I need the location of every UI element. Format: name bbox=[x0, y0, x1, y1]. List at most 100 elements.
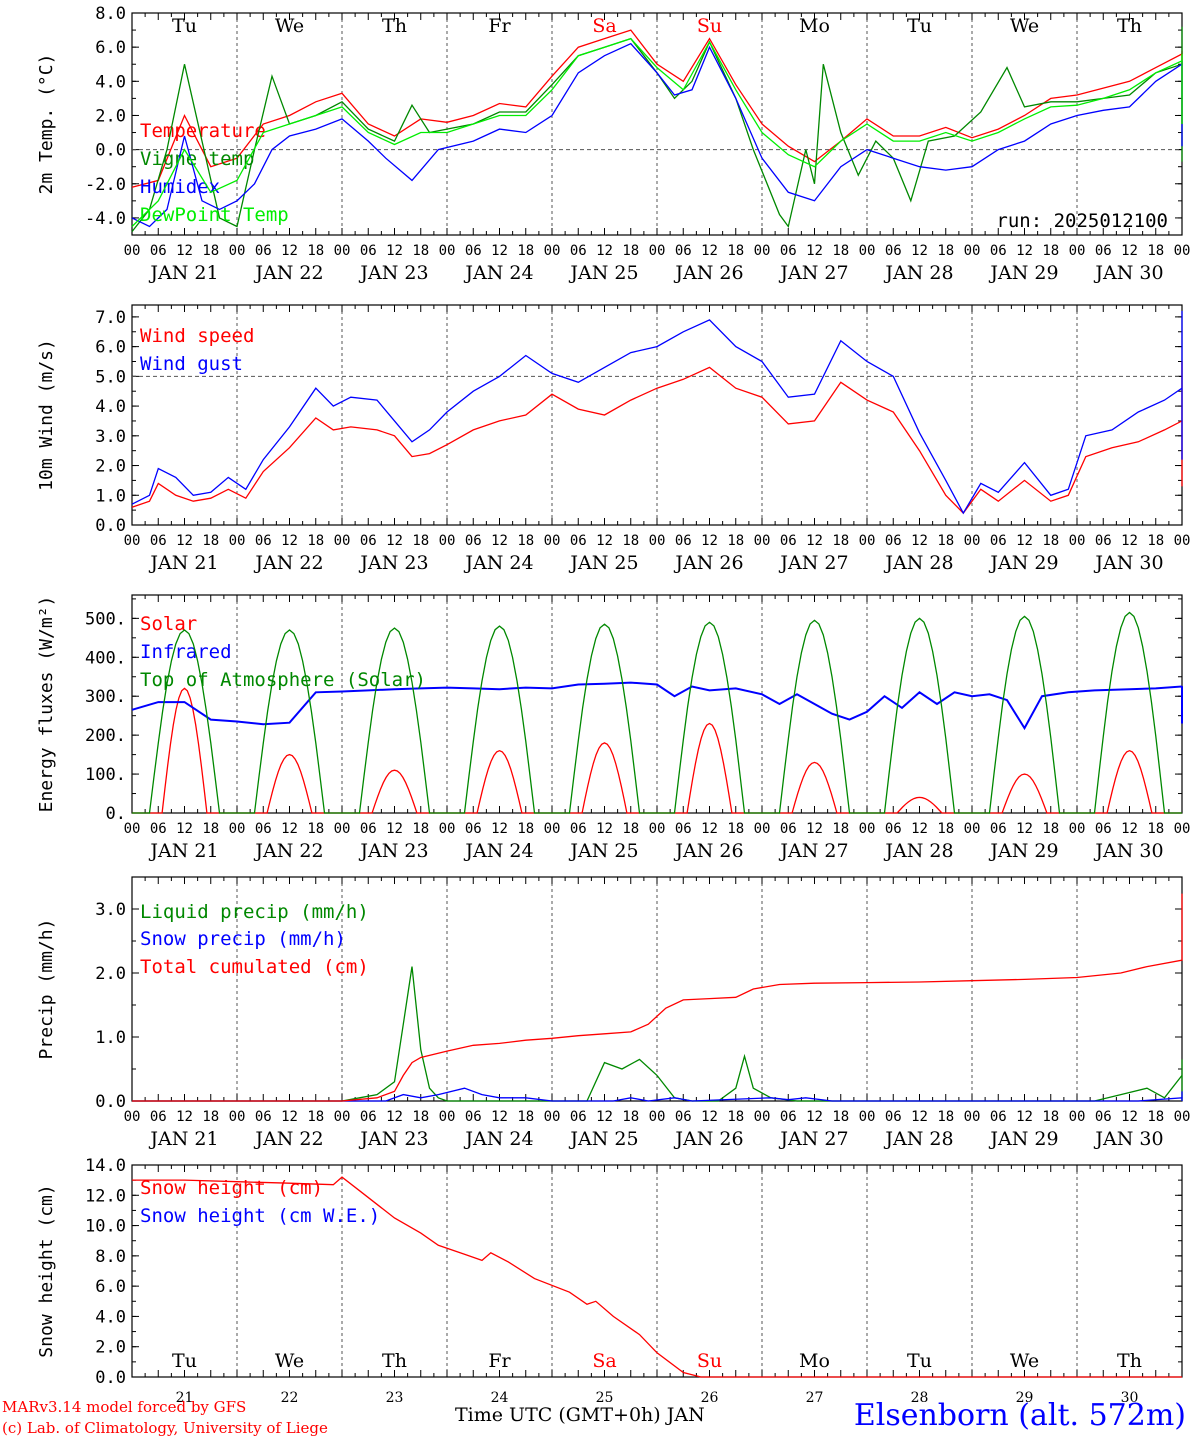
hour-tick-label: 18 bbox=[727, 1109, 744, 1125]
x-axis-title: Time UTC (GMT+0h) JAN bbox=[455, 1404, 705, 1426]
hour-tick-label: 18 bbox=[307, 821, 324, 837]
hour-tick-label: 06 bbox=[885, 1109, 902, 1125]
run-annotation: run: 2025012100 bbox=[996, 210, 1168, 232]
legend-entry: DewPoint Temp bbox=[140, 204, 289, 226]
hour-tick-label: 12 bbox=[911, 243, 928, 259]
hour-tick-label: 00 bbox=[649, 533, 666, 549]
hour-tick-label: 06 bbox=[255, 821, 272, 837]
date-label: JAN 24 bbox=[463, 552, 533, 574]
legend-entry: Humidex bbox=[140, 176, 220, 198]
hour-tick-label: 18 bbox=[517, 533, 534, 549]
weekday-label: Fr bbox=[488, 15, 511, 37]
weekday-label: Mo bbox=[799, 15, 830, 37]
hour-tick-label: 12 bbox=[491, 243, 508, 259]
hour-tick-label: 12 bbox=[596, 243, 613, 259]
day-number: 25 bbox=[596, 1390, 614, 1406]
legend-entry: Wind gust bbox=[140, 353, 243, 375]
date-label: JAN 30 bbox=[1093, 1128, 1163, 1150]
hour-tick-label: 00 bbox=[1174, 243, 1191, 259]
date-label: JAN 28 bbox=[883, 840, 953, 862]
date-label: JAN 30 bbox=[1093, 262, 1163, 284]
panel-snow: 14.0 12.0 10.0 8.0 6.0 4.0 2.0 0.0 Snow height (… bbox=[36, 1156, 1183, 1406]
panel-temp: 8.0 6.0 4.0 2.0 0.0 -2.0 -4.0 2m Temp. (°C) 00 06… bbox=[36, 4, 1190, 284]
date-label: JAN 26 bbox=[673, 1128, 743, 1150]
date-label: JAN 26 bbox=[673, 262, 743, 284]
hour-tick-label: 00 bbox=[1174, 1109, 1191, 1125]
hour-tick-label: 00 bbox=[124, 243, 141, 259]
hour-tick-label: 00 bbox=[124, 533, 141, 549]
hour-tick-label: 00 bbox=[754, 821, 771, 837]
hour-tick-label: 18 bbox=[1147, 243, 1164, 259]
hour-tick-label: 18 bbox=[937, 1109, 954, 1125]
hour-tick-label: 12 bbox=[281, 243, 298, 259]
hour-tick-label: 18 bbox=[307, 533, 324, 549]
y-tick-label: 200. bbox=[85, 726, 126, 746]
y-tick-label: 2.0 bbox=[95, 964, 126, 984]
date-label: JAN 27 bbox=[778, 262, 848, 284]
date-label: JAN 21 bbox=[148, 262, 218, 284]
hour-tick-label: 06 bbox=[1095, 533, 1112, 549]
hour-tick-label: 18 bbox=[1042, 243, 1059, 259]
hour-tick-label: 06 bbox=[570, 821, 587, 837]
hour-tick-label: 12 bbox=[806, 533, 823, 549]
hour-tick-label: 06 bbox=[570, 533, 587, 549]
y-tick-label: 2.0 bbox=[95, 1338, 126, 1358]
day-number: 27 bbox=[806, 1390, 824, 1406]
date-label: JAN 23 bbox=[358, 262, 428, 284]
y-tick-label: 5.0 bbox=[95, 367, 126, 387]
date-label: JAN 28 bbox=[883, 1128, 953, 1150]
hour-tick-label: 00 bbox=[964, 533, 981, 549]
date-label: JAN 29 bbox=[988, 1128, 1058, 1150]
legend-entry: Snow height (cm) bbox=[140, 1177, 323, 1199]
date-label: JAN 22 bbox=[253, 1128, 323, 1150]
hour-tick-label: 06 bbox=[990, 243, 1007, 259]
hour-tick-label: 06 bbox=[360, 243, 377, 259]
hour-tick-label: 12 bbox=[806, 1109, 823, 1125]
weekday-label: Mo bbox=[799, 1350, 830, 1372]
hour-tick-label: 18 bbox=[937, 821, 954, 837]
hour-tick-label: 12 bbox=[176, 821, 193, 837]
hour-tick-label: 00 bbox=[1069, 243, 1086, 259]
y-tick-label: 2.0 bbox=[95, 457, 126, 477]
hour-tick-label: 00 bbox=[229, 821, 246, 837]
hour-tick-label: 06 bbox=[360, 1109, 377, 1125]
hour-tick-label: 06 bbox=[780, 1109, 797, 1125]
y-tick-label: 4.0 bbox=[95, 397, 126, 417]
hour-tick-label: 06 bbox=[360, 533, 377, 549]
hour-tick-label: 06 bbox=[675, 821, 692, 837]
hour-tick-label: 00 bbox=[859, 821, 876, 837]
hour-tick-label: 18 bbox=[517, 243, 534, 259]
hour-tick-label: 12 bbox=[386, 243, 403, 259]
y-tick-label: 0.0 bbox=[95, 141, 126, 161]
hour-tick-label: 00 bbox=[964, 243, 981, 259]
date-label: JAN 25 bbox=[568, 552, 638, 574]
weekday-label: Tu bbox=[907, 1350, 932, 1372]
y-tick-label: 6.0 bbox=[95, 1277, 126, 1297]
hour-tick-label: 12 bbox=[911, 821, 928, 837]
hour-tick-label: 18 bbox=[727, 243, 744, 259]
hour-tick-label: 12 bbox=[491, 821, 508, 837]
date-label: JAN 25 bbox=[568, 262, 638, 284]
hour-tick-label: 06 bbox=[465, 821, 482, 837]
hour-tick-label: 18 bbox=[1147, 1109, 1164, 1125]
date-label: JAN 29 bbox=[988, 262, 1058, 284]
hour-tick-label: 06 bbox=[255, 533, 272, 549]
hour-tick-label: 12 bbox=[386, 1109, 403, 1125]
weekday-label: Sa bbox=[592, 15, 616, 37]
hour-tick-label: 06 bbox=[675, 533, 692, 549]
hour-tick-label: 18 bbox=[832, 1109, 849, 1125]
y-tick-label: 0.0 bbox=[95, 516, 126, 536]
hour-tick-label: 06 bbox=[1095, 243, 1112, 259]
hour-tick-label: 06 bbox=[780, 243, 797, 259]
weekday-label: We bbox=[275, 1350, 304, 1372]
hour-tick-label: 18 bbox=[622, 821, 639, 837]
date-label: JAN 24 bbox=[463, 1128, 533, 1150]
hour-tick-label: 00 bbox=[439, 533, 456, 549]
hour-tick-label: 12 bbox=[491, 533, 508, 549]
hour-tick-label: 06 bbox=[150, 533, 167, 549]
weekday-label: Th bbox=[382, 15, 407, 37]
hour-tick-label: 06 bbox=[885, 533, 902, 549]
y-tick-label: 0. bbox=[106, 804, 126, 824]
hour-tick-label: 18 bbox=[307, 1109, 324, 1125]
y-tick-label: 10.0 bbox=[85, 1217, 126, 1237]
